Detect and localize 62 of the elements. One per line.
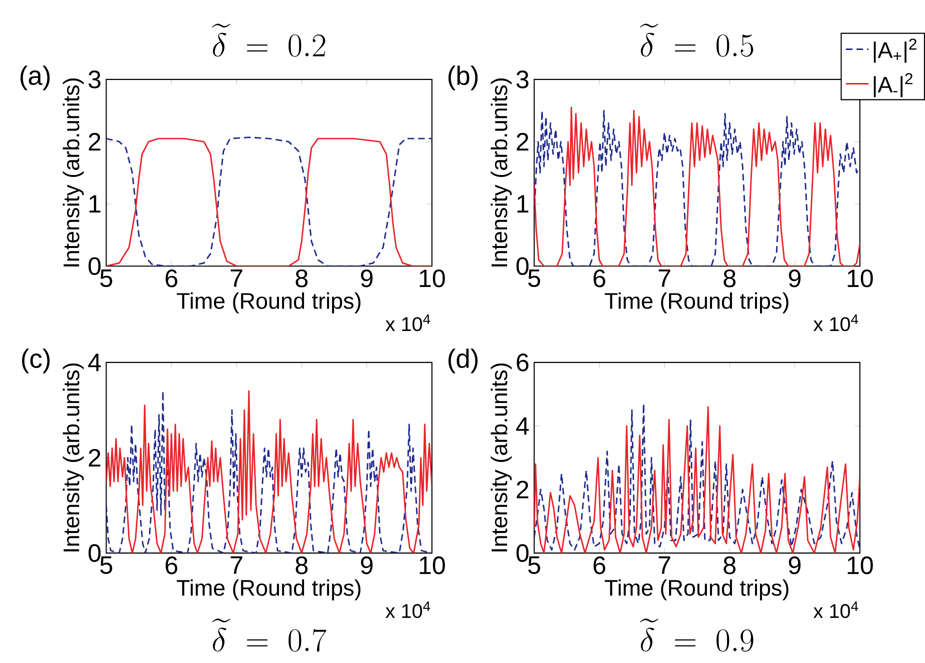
text: (a) xyxy=(20,65,50,90)
x-tick-label: 9 xyxy=(788,269,801,288)
line-series xyxy=(106,390,432,553)
text: (d) xyxy=(448,348,478,374)
y-tick-label: 0 xyxy=(88,257,101,275)
y-tick-label: 2 xyxy=(516,132,528,150)
y-tick-label: 0 xyxy=(516,544,529,562)
x-tick-label: 7 xyxy=(658,269,670,287)
x-tick-label: 10 xyxy=(848,269,873,288)
x-tick-label: 8 xyxy=(724,269,736,288)
x-tick-label: 5 xyxy=(100,556,112,574)
y-tick-label: 1 xyxy=(517,195,528,212)
y-axis-title: Intensity (arb.units) xyxy=(490,363,512,552)
x-tick-label: 8 xyxy=(296,556,308,574)
y-axis-title: Intensity (arb.units) xyxy=(62,78,84,266)
x-tick-label: 9 xyxy=(788,556,801,574)
x-tick-label: 9 xyxy=(360,269,373,288)
x-tick-label: 8 xyxy=(296,269,308,288)
text: x 10$^{4}$ xyxy=(813,314,858,332)
y-tick-label: 1 xyxy=(89,195,100,212)
y-tick-label: 3 xyxy=(88,70,100,88)
x-tick-label: 6 xyxy=(594,269,606,288)
x-tick-label: 10 xyxy=(420,269,445,288)
text: $\widetilde{\delta} \;=\; 0.9$ xyxy=(640,618,754,652)
y-tick-label: 6 xyxy=(516,353,528,372)
y-tick-label: 4 xyxy=(516,417,529,434)
y-tick-label: 0 xyxy=(516,257,529,275)
x-tick-label: 5 xyxy=(100,269,112,287)
legend-label: |A$_{+}$|$^{2}$ xyxy=(874,38,916,63)
y-tick-label: 2 xyxy=(516,480,528,498)
x-tick-label: 5 xyxy=(528,556,540,574)
x-tick-label: 8 xyxy=(724,556,736,574)
x-axis-title: Time (Round trips) xyxy=(176,579,360,600)
x-tick-label: 7 xyxy=(230,269,242,287)
text: x 10$^{4}$ xyxy=(386,601,430,618)
x-tick-label: 6 xyxy=(166,269,178,288)
x-tick-label: 10 xyxy=(848,556,873,574)
y-tick-label: 2 xyxy=(88,448,100,466)
y-axis-title: Intensity (arb.units) xyxy=(490,78,512,266)
legend-label: |A$_{-}$|$^{2}$ xyxy=(874,73,912,98)
text: (b) xyxy=(448,65,478,90)
y-tick-label: 4 xyxy=(88,354,101,371)
x-axis-title: Time (Round trips) xyxy=(176,292,360,314)
y-tick-label: 3 xyxy=(516,70,528,88)
text: x 10$^{4}$ xyxy=(386,314,430,332)
chart-title: $\widetilde{\delta} \;=\; 0.2$ xyxy=(212,24,326,57)
x-tick-label: 6 xyxy=(594,556,606,574)
text: (c) xyxy=(22,348,50,374)
y-tick-label: 2 xyxy=(88,132,100,150)
x-tick-label: 7 xyxy=(230,556,242,574)
chart-title: $\widetilde{\delta} \;=\; 0.5$ xyxy=(640,24,754,57)
y-tick-label: 0 xyxy=(88,544,101,562)
x-axis-title: Time (Round trips) xyxy=(604,292,788,314)
x-tick-label: 10 xyxy=(420,556,445,574)
x-tick-label: 5 xyxy=(528,269,540,287)
x-tick-label: 7 xyxy=(658,556,670,574)
x-tick-label: 6 xyxy=(166,556,178,574)
x-axis-title: Time (Round trips) xyxy=(604,579,788,600)
y-axis-title: Intensity (arb.units) xyxy=(62,363,84,552)
x-tick-label: 9 xyxy=(360,556,373,574)
text: x 10$^{4}$ xyxy=(813,601,858,618)
text: $\widetilde{\delta} \;=\; 0.7$ xyxy=(212,618,326,652)
